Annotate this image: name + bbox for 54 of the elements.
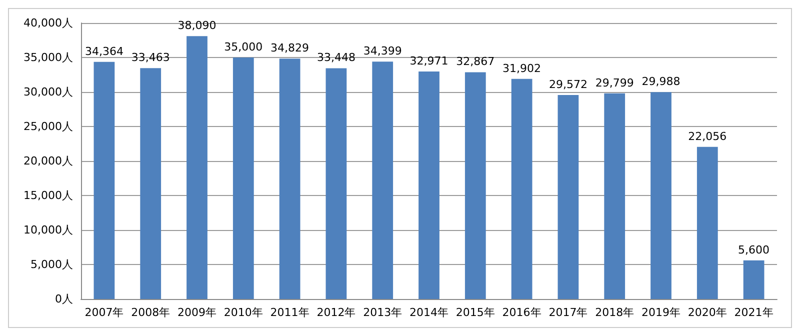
data-label: 5,600 xyxy=(738,243,770,256)
data-label: 31,902 xyxy=(502,62,542,75)
bar xyxy=(186,36,208,299)
data-label: 33,448 xyxy=(316,51,356,64)
data-label: 32,867 xyxy=(456,55,495,68)
bar xyxy=(418,72,440,299)
data-label: 29,572 xyxy=(548,78,588,91)
data-label: 33,463 xyxy=(131,51,170,64)
y-tick-label: 10,000人 xyxy=(24,224,73,236)
bar xyxy=(464,72,486,299)
y-tick-label: 40,000人 xyxy=(24,16,73,30)
x-tick-label: 2012年 xyxy=(316,306,356,319)
data-label: 22,056 xyxy=(688,130,727,143)
data-label: 34,364 xyxy=(84,44,124,58)
x-tick-label: 2019年 xyxy=(642,306,680,319)
x-tick-label: 2011年 xyxy=(270,306,310,319)
bar xyxy=(326,68,347,299)
bar xyxy=(743,260,764,299)
bar xyxy=(94,62,115,299)
x-tick-label: 2021年 xyxy=(734,306,774,319)
y-tick-label: 5,000人 xyxy=(30,258,73,271)
bar xyxy=(511,78,532,299)
bar xyxy=(604,93,626,299)
y-tick-label: 0人 xyxy=(55,292,73,306)
x-tick-label: 2014年 xyxy=(410,306,448,319)
x-tick-label: 2015年 xyxy=(456,306,495,319)
x-tick-label: 2020年 xyxy=(688,306,727,319)
x-tick-label: 2013年 xyxy=(363,306,402,319)
data-label: 34,829 xyxy=(270,42,310,55)
bar xyxy=(279,58,300,299)
x-tick-label: 2017年 xyxy=(548,306,588,319)
bar xyxy=(558,94,579,299)
data-label: 32,971 xyxy=(410,54,448,68)
bar xyxy=(372,62,394,299)
x-tick-label: 2007年 xyxy=(84,306,124,319)
y-tick-label: 20,000人 xyxy=(24,154,73,168)
y-tick-label: 30,000人 xyxy=(24,86,73,98)
x-tick-label: 2010年 xyxy=(224,306,263,319)
data-label: 29,799 xyxy=(595,76,634,90)
data-label: 29,988 xyxy=(642,75,680,88)
y-tick-label: 15,000人 xyxy=(24,189,73,202)
data-label: 38,090 xyxy=(178,19,216,32)
data-label: 35,000 xyxy=(224,40,263,54)
bar xyxy=(650,92,672,299)
x-tick-label: 2018年 xyxy=(595,306,634,319)
x-tick-label: 2008年 xyxy=(131,306,170,319)
bar xyxy=(140,68,162,299)
y-tick-label: 35,000人 xyxy=(24,51,73,64)
x-tick-label: 2009年 xyxy=(178,306,216,319)
y-tick-label: 25,000人 xyxy=(24,120,73,133)
x-tick-label: 2016年 xyxy=(502,306,542,319)
data-label: 34,399 xyxy=(363,44,402,58)
bar xyxy=(232,58,254,299)
bar xyxy=(696,146,718,299)
